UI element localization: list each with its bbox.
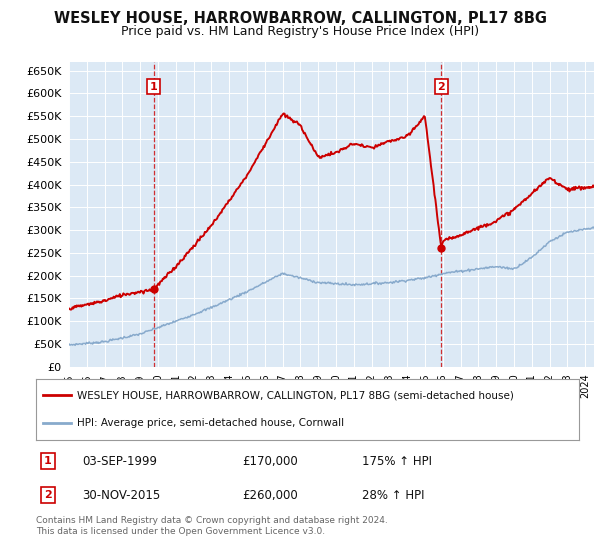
Text: WESLEY HOUSE, HARROWBARROW, CALLINGTON, PL17 8BG (semi-detached house): WESLEY HOUSE, HARROWBARROW, CALLINGTON, …: [77, 390, 514, 400]
Text: 1: 1: [44, 456, 52, 466]
Text: 28% ↑ HPI: 28% ↑ HPI: [362, 489, 424, 502]
Text: 1: 1: [149, 82, 157, 92]
Text: 30-NOV-2015: 30-NOV-2015: [82, 489, 160, 502]
Text: Price paid vs. HM Land Registry's House Price Index (HPI): Price paid vs. HM Land Registry's House …: [121, 25, 479, 38]
Text: 2: 2: [437, 82, 445, 92]
Text: 2: 2: [44, 491, 52, 500]
Text: £170,000: £170,000: [242, 455, 298, 468]
Text: WESLEY HOUSE, HARROWBARROW, CALLINGTON, PL17 8BG: WESLEY HOUSE, HARROWBARROW, CALLINGTON, …: [53, 11, 547, 26]
Text: HPI: Average price, semi-detached house, Cornwall: HPI: Average price, semi-detached house,…: [77, 418, 344, 428]
Text: £260,000: £260,000: [242, 489, 298, 502]
Text: Contains HM Land Registry data © Crown copyright and database right 2024.
This d: Contains HM Land Registry data © Crown c…: [36, 516, 388, 536]
Text: 175% ↑ HPI: 175% ↑ HPI: [362, 455, 432, 468]
Text: 03-SEP-1999: 03-SEP-1999: [82, 455, 157, 468]
